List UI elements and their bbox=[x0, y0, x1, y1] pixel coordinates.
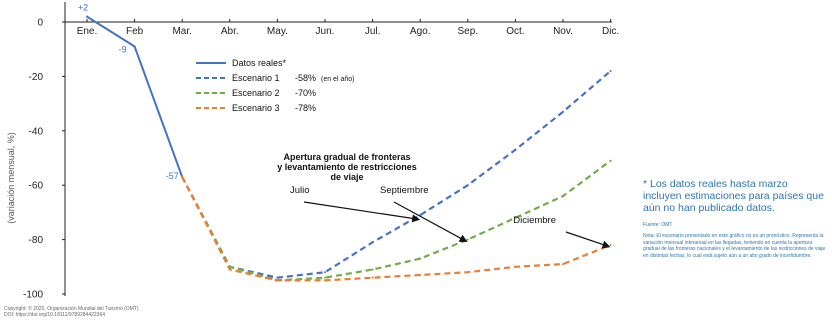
series-point bbox=[133, 45, 136, 48]
annotation-heading: de viaje bbox=[330, 172, 363, 182]
annotation-heading: y levantamiento de restricciones bbox=[277, 162, 417, 172]
series-line-3 bbox=[181, 159, 612, 282]
series-point bbox=[562, 263, 564, 266]
chart-legend: Datos reales* Escenario 1 -58% (en el año) E… bbox=[196, 58, 354, 113]
y-tick-label: -100 bbox=[23, 290, 43, 301]
series-line-2 bbox=[181, 70, 612, 279]
series-point bbox=[276, 276, 279, 279]
y-tick-label: -20 bbox=[29, 72, 44, 83]
legend-value: -78% bbox=[295, 103, 316, 113]
series-point bbox=[371, 268, 374, 271]
legend-note: (en el año) bbox=[321, 76, 354, 83]
series-point bbox=[324, 271, 326, 274]
copyright: Copyright: © 2020, Organización Mundial … bbox=[4, 306, 244, 318]
legend-label: Escenario 1 bbox=[232, 73, 280, 83]
series-point bbox=[371, 276, 374, 279]
series-line-1 bbox=[86, 15, 184, 178]
legend-label: Datos reales* bbox=[232, 58, 287, 68]
x-tick-label: Mar. bbox=[172, 26, 191, 37]
series-point bbox=[466, 184, 469, 187]
series-point bbox=[324, 276, 326, 279]
series-point bbox=[86, 15, 88, 18]
annotation-label: Septiembre bbox=[380, 185, 429, 196]
doi-line: DOI: https://doi.org/10.18111/9789284422… bbox=[4, 312, 106, 318]
x-tick-label: Feb bbox=[126, 26, 144, 37]
annotation-arrow bbox=[565, 231, 611, 249]
series-point bbox=[514, 265, 517, 268]
x-tick-label: Jun. bbox=[316, 26, 335, 37]
series-point bbox=[514, 216, 517, 219]
x-tick-label: Sep. bbox=[458, 26, 479, 37]
series-point bbox=[371, 241, 374, 244]
y-axis-label: (variación mensual, %) bbox=[6, 132, 16, 224]
legend-label: Escenario 2 bbox=[232, 88, 280, 98]
chart-data-labels: +2 -9 -57 bbox=[78, 3, 179, 181]
series-point bbox=[419, 273, 422, 276]
annotation-arrow bbox=[393, 201, 468, 242]
series-point bbox=[562, 110, 564, 113]
series-point bbox=[466, 271, 469, 274]
x-tick-label: Oct. bbox=[506, 26, 524, 37]
series-point bbox=[228, 268, 231, 271]
chart-series bbox=[86, 15, 612, 282]
chart: Ene. Feb Mar. Abr. May. Jun. Jul. Ago. Sep. Oct. N… bbox=[6, 2, 619, 301]
data-label: +2 bbox=[78, 3, 88, 13]
x-tick-label: May. bbox=[267, 26, 288, 37]
x-tick-label: Abr. bbox=[221, 26, 239, 37]
series-point bbox=[419, 257, 422, 260]
series-point bbox=[466, 238, 469, 241]
copyright-line: Copyright: © 2020, Organización Mundial … bbox=[4, 306, 139, 312]
y-tick-label: -40 bbox=[29, 126, 44, 137]
y-tick-label: 0 bbox=[37, 18, 43, 29]
series-point bbox=[562, 195, 564, 198]
x-tick-label: Ene. bbox=[77, 26, 98, 37]
legend-label: Escenario 3 bbox=[232, 103, 280, 113]
series-line-4 bbox=[181, 176, 612, 282]
y-tick-label: -60 bbox=[29, 181, 44, 192]
data-label: -9 bbox=[119, 44, 127, 54]
annotation-label: Diciembre bbox=[513, 215, 556, 226]
x-tick-label: Dic. bbox=[602, 26, 619, 37]
series-point bbox=[181, 176, 184, 179]
legend-value: -58% bbox=[295, 73, 316, 83]
series-point bbox=[514, 148, 517, 151]
series-point bbox=[276, 279, 279, 282]
y-tick-label: -80 bbox=[29, 235, 44, 246]
annotation-arrow bbox=[303, 201, 421, 223]
side-note-main: * Los datos reales hasta marzo incluyen … bbox=[643, 178, 824, 214]
chart-axes: Ene. Feb Mar. Abr. May. Jun. Jul. Ago. Sep. Oct. N… bbox=[6, 2, 619, 301]
side-note-disclaimer: Nota: El escenario presentado en este gr… bbox=[643, 233, 826, 259]
series-point bbox=[609, 159, 612, 162]
x-tick-label: Nov. bbox=[553, 26, 573, 37]
legend-value: -70% bbox=[295, 88, 316, 98]
x-tick-label: Ago. bbox=[410, 26, 431, 37]
series-point bbox=[609, 69, 612, 72]
annotation-label: Julio bbox=[290, 185, 310, 196]
annotation-heading: Apertura gradual de fronteras bbox=[283, 152, 410, 162]
series-point bbox=[324, 279, 326, 282]
data-label: -57 bbox=[166, 171, 179, 181]
side-note: * Los datos reales hasta marzo incluyen … bbox=[643, 178, 828, 259]
x-tick-label: Jul. bbox=[365, 26, 381, 37]
side-note-source: Fuente: OMT bbox=[643, 222, 673, 228]
series-point bbox=[609, 244, 612, 247]
